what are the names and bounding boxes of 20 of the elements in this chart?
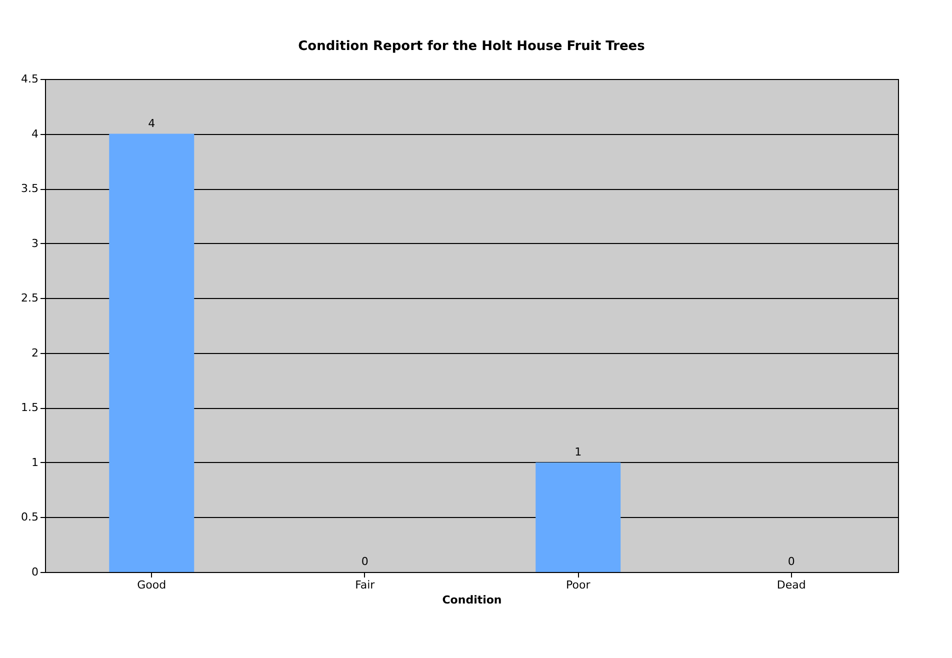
y-tick-label: 1.5 <box>21 401 38 414</box>
y-tick-label: 3 <box>32 236 38 250</box>
x-tick-label: Fair <box>355 578 376 592</box>
chart-title: Condition Report for the Holt House Fruit Trees <box>298 39 646 54</box>
x-tick-label: Good <box>137 578 166 592</box>
y-tick-label: 2.5 <box>21 292 38 305</box>
data-label: 0 <box>361 555 368 568</box>
y-tick-label: 0 <box>32 566 38 578</box>
data-label: 4 <box>148 116 156 130</box>
x-tick-label: Poor <box>566 578 591 592</box>
y-tick-label: 3.5 <box>21 182 38 196</box>
y-tick-label: 1 <box>32 456 38 469</box>
x-tick-label: Dead <box>776 578 806 592</box>
data-label: 1 <box>574 445 582 458</box>
y-tick-label: 4.5 <box>21 72 38 86</box>
y-tick-label: 0.5 <box>21 510 38 524</box>
data-label: 0 <box>788 555 795 568</box>
x-axis-title: Condition <box>442 594 502 606</box>
y-tick-label: 4 <box>32 127 38 140</box>
y-tick-label: 2 <box>32 346 38 360</box>
